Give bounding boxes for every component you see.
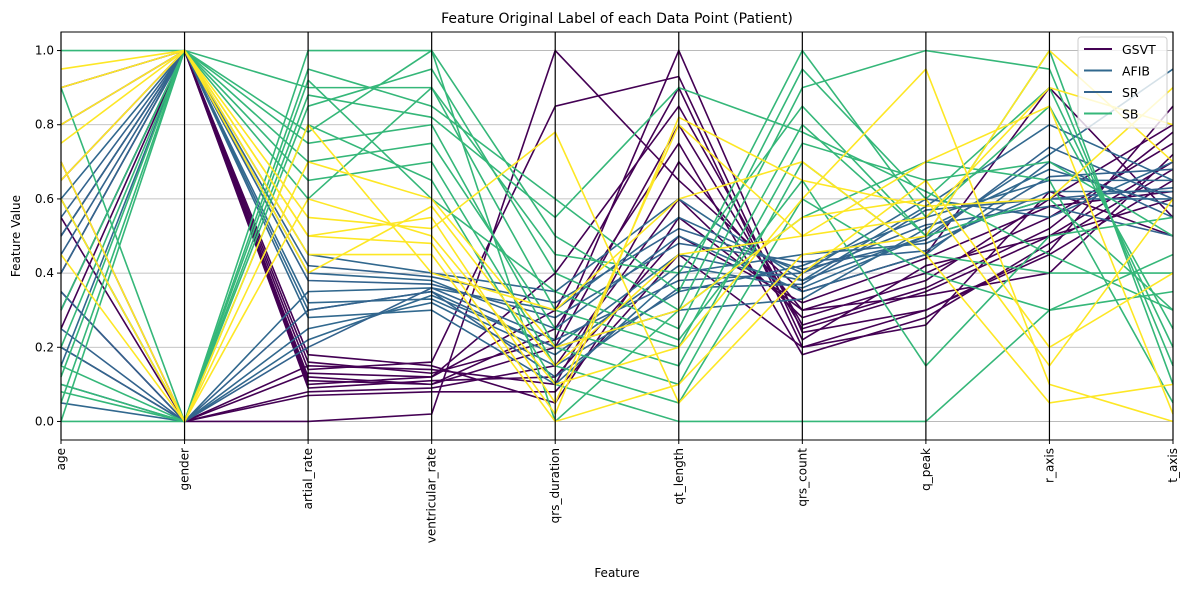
data-line-series-4 (60, 67, 1174, 424)
data-line-gsvt (60, 48, 1174, 375)
legend-label: SB (1122, 107, 1139, 122)
x-tick-label: gender (178, 448, 192, 491)
y-tick-label: 0.6 (35, 192, 54, 206)
data-line-gsvt (60, 48, 1174, 371)
data-lines (60, 48, 1174, 424)
x-tick-label: qrs_count (795, 448, 809, 507)
y-ticks: 0.0 0.2 0.4 0.6 0.8 1.0 (35, 44, 61, 428)
data-line-series-4 (60, 160, 1174, 424)
x-tick-label: t_axis (1166, 448, 1180, 483)
data-line-gsvt (60, 49, 1174, 386)
x-tick-label: artial_rate (301, 448, 315, 509)
data-line-gsvt (60, 49, 1174, 389)
chart-title: Feature Original Label of each Data Poin… (441, 11, 793, 27)
data-line-series-4 (60, 49, 1174, 415)
y-axis-label: Feature Value (9, 195, 23, 277)
x-tick-label: qt_length (672, 448, 686, 505)
data-line-series-4 (60, 49, 1174, 416)
x-tick-label: age (54, 448, 68, 470)
x-axis-label: Feature (594, 566, 639, 580)
x-tick-label: qrs_duration (548, 448, 562, 523)
x-tick-label: q_peak (919, 448, 933, 491)
plot-frame (60, 31, 1174, 441)
data-line-gsvt (60, 49, 1174, 386)
data-line-sr (60, 48, 1174, 319)
data-line-sr (60, 186, 1174, 423)
data-line-sb (60, 48, 1174, 385)
data-line-gsvt (60, 48, 1174, 386)
legend-label: AFIB (1122, 64, 1150, 79)
data-line-sb (60, 49, 1174, 424)
data-line-sb (60, 49, 1174, 423)
data-line-afib (60, 48, 1173, 386)
data-line-series-4 (60, 49, 1174, 423)
x-ticks: age gender artial_rate ventricular_rate qrs_… (54, 440, 1180, 543)
legend: GSVT AFIB SR SB (1077, 36, 1168, 129)
data-line-gsvt (60, 190, 1174, 423)
data-line-sb (60, 78, 1174, 423)
y-tick-label: 0.0 (35, 414, 54, 428)
x-tick-label: r_axis (1042, 448, 1056, 483)
legend-label: SR (1122, 85, 1139, 100)
data-line-sb (60, 86, 1174, 424)
y-tick-label: 0.2 (35, 340, 54, 354)
legend-label: GSVT (1122, 42, 1156, 57)
x-tick-label: ventricular_rate (425, 448, 439, 543)
y-tick-label: 0.4 (35, 266, 54, 280)
y-tick-label: 0.8 (35, 118, 54, 132)
legend-box (1077, 36, 1168, 129)
data-line-series-4 (60, 123, 1174, 424)
data-line-sb (60, 49, 1174, 404)
y-tick-label: 1.0 (35, 44, 54, 58)
